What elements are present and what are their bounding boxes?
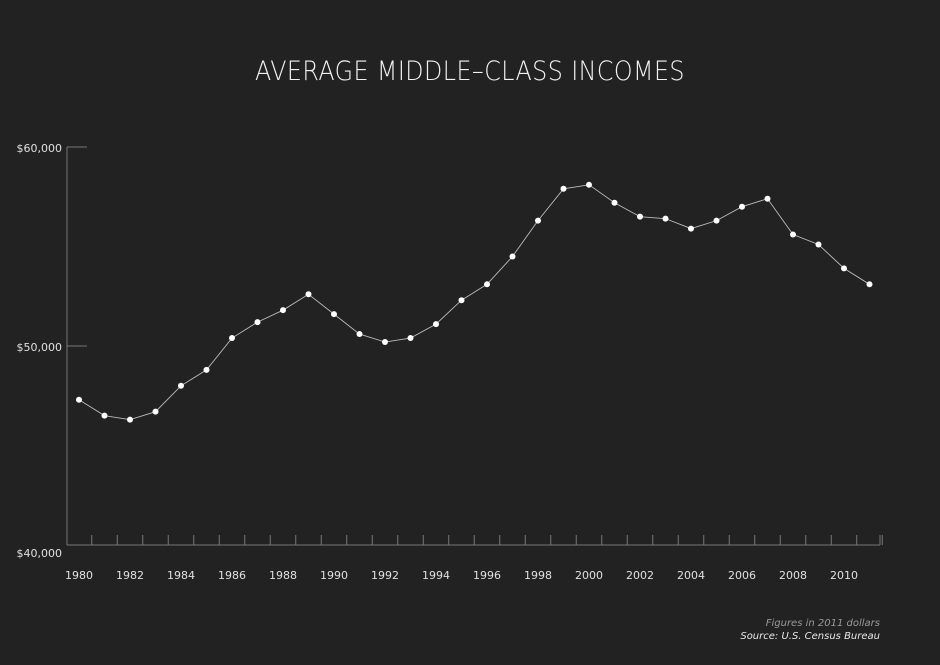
x-tick-label: 1992 bbox=[371, 569, 399, 582]
x-tick-label: 2006 bbox=[728, 569, 756, 582]
x-tick-label: 2002 bbox=[626, 569, 654, 582]
data-point-1993 bbox=[407, 335, 414, 342]
data-point-2005 bbox=[713, 217, 720, 224]
x-tick-label: 1984 bbox=[167, 569, 195, 582]
data-point-1983 bbox=[152, 408, 159, 415]
chart-notes: Figures in 2011 dollars Source: U.S. Cen… bbox=[740, 617, 880, 643]
x-tick-label: 1988 bbox=[269, 569, 297, 582]
y-tick-label: $40,000 bbox=[17, 547, 63, 560]
chart-title: AVERAGE MIDDLE–CLASS INCOMES bbox=[255, 56, 685, 87]
data-point-1994 bbox=[433, 321, 439, 328]
data-point-2004 bbox=[688, 225, 694, 232]
x-tick-label: 1982 bbox=[116, 569, 144, 582]
data-point-2007 bbox=[764, 195, 771, 202]
data-point-1991 bbox=[356, 331, 363, 338]
data-point-2011 bbox=[866, 281, 873, 288]
data-point-2008 bbox=[790, 231, 796, 238]
data-point-2009 bbox=[815, 241, 822, 248]
x-tick-label: 1998 bbox=[524, 569, 552, 582]
data-point-1988 bbox=[280, 307, 286, 314]
series-line bbox=[78, 184, 870, 421]
y-tick-label: $50,000 bbox=[17, 341, 63, 354]
data-point-1982 bbox=[127, 416, 133, 423]
y-tick-label: $60,000 bbox=[17, 142, 63, 155]
data-point-2000 bbox=[586, 181, 592, 188]
data-point-1980 bbox=[76, 396, 82, 403]
data-point-1995 bbox=[458, 297, 465, 304]
data-point-1990 bbox=[331, 311, 337, 318]
data-point-2006 bbox=[739, 203, 745, 210]
x-tick-label: 2008 bbox=[779, 569, 807, 582]
x-tick-label: 2004 bbox=[677, 569, 705, 582]
data-point-2010 bbox=[841, 265, 847, 272]
data-point-1999 bbox=[560, 185, 567, 192]
data-point-1981 bbox=[101, 412, 108, 419]
data-point-1986 bbox=[229, 335, 235, 342]
x-tick-label: 2010 bbox=[830, 569, 858, 582]
source-note: Source: U.S. Census Bureau bbox=[740, 631, 880, 642]
data-point-1997 bbox=[509, 253, 516, 260]
data-point-1984 bbox=[178, 382, 184, 389]
x-tick-label: 1980 bbox=[65, 569, 93, 582]
x-tick-label: 1994 bbox=[422, 569, 450, 582]
x-tick-label: 1986 bbox=[218, 569, 246, 582]
x-tick-label: 1990 bbox=[320, 569, 348, 582]
x-tick-label: 2000 bbox=[575, 569, 603, 582]
data-point-1985 bbox=[203, 366, 210, 373]
x-tick-label: 1996 bbox=[473, 569, 501, 582]
dollars-note: Figures in 2011 dollars bbox=[765, 618, 880, 629]
data-point-2003 bbox=[662, 215, 669, 222]
data-point-2002 bbox=[637, 213, 643, 220]
data-point-1998 bbox=[535, 217, 541, 224]
data-point-1992 bbox=[382, 339, 388, 346]
data-point-1987 bbox=[254, 319, 261, 326]
data-point-1996 bbox=[484, 281, 490, 288]
data-point-2001 bbox=[611, 199, 618, 206]
data-point-1989 bbox=[305, 291, 312, 298]
